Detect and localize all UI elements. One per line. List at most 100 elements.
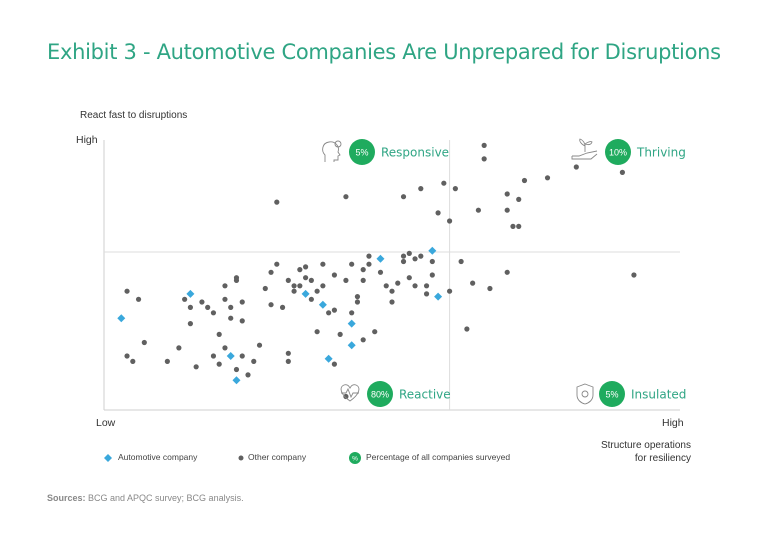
other-company-point: [210, 310, 217, 316]
x-axis-label: Structure operations for resiliency: [541, 439, 691, 465]
other-company-point: [303, 275, 309, 281]
other-company-point: [412, 283, 418, 289]
other-company-point: [354, 294, 361, 300]
quadrant-name: Thriving: [636, 146, 686, 160]
other-company-point: [205, 304, 211, 310]
other-company-point: [124, 353, 130, 359]
shield-outline: [576, 383, 594, 405]
other-company-point: [308, 296, 314, 302]
other-company-point: [314, 288, 320, 294]
automotive-company-point: [117, 314, 126, 323]
plant-shape: [579, 138, 593, 152]
other-company-point: [124, 288, 130, 294]
heart-outline: [340, 384, 360, 402]
head-outline: [322, 141, 341, 162]
other-company-point: [141, 339, 147, 346]
other-company-point: [504, 207, 510, 213]
other-company-point: [210, 353, 217, 359]
chart-axes: [103, 140, 680, 411]
other-company-point: [331, 307, 337, 313]
shield-gear-icon: [576, 383, 594, 405]
other-company-point: [274, 199, 280, 205]
legend-label-automotive: Automotive company: [118, 452, 198, 462]
other-company-point: [239, 318, 245, 324]
legend-markers: %: [104, 452, 361, 464]
other-company-point: [291, 283, 297, 289]
other-company-point: [199, 299, 205, 305]
y-tick-high: High: [76, 134, 98, 146]
other-company-point: [326, 310, 332, 316]
legend-diamond-marker: [104, 454, 112, 462]
legend-dot-marker: [238, 455, 244, 461]
quadrant-insulated: 5% Insulated: [576, 381, 686, 407]
automotive-company-point: [347, 341, 356, 350]
other-company-point: [262, 285, 268, 292]
other-company-point: [320, 261, 326, 267]
other-company-point: [251, 358, 257, 364]
other-company-point: [343, 393, 349, 400]
other-company-point: [619, 169, 626, 175]
other-company-point: [349, 310, 355, 316]
automotive-company-point: [232, 376, 241, 385]
percent-badge: [599, 381, 625, 407]
automotive-company-point: [301, 289, 310, 298]
other-company-point: [360, 267, 366, 273]
other-company-point: [470, 280, 476, 286]
percent-badge-text: 5%: [355, 148, 368, 158]
other-company-point: [516, 223, 522, 229]
other-company-point: [441, 180, 447, 186]
legend-badge-marker: [349, 452, 361, 464]
other-company-point: [395, 280, 401, 286]
y-axis-label: React fast to disruptions: [80, 110, 188, 121]
gear-shape: [334, 140, 342, 148]
other-company-point: [320, 283, 326, 289]
other-company-point: [303, 264, 309, 270]
percent-badge-text: 5%: [605, 390, 618, 400]
other-company-point: [377, 269, 384, 275]
other-company-point: [245, 372, 251, 378]
other-company-point: [475, 207, 481, 213]
other-company-point: [464, 326, 470, 332]
other-company-point: [216, 361, 222, 367]
legend-badge-glyph: %: [352, 456, 358, 463]
other-company-point: [521, 177, 528, 184]
other-company-point: [222, 345, 228, 351]
other-company-point: [314, 329, 320, 335]
other-company-point: [187, 304, 193, 310]
other-company-point: [222, 296, 228, 302]
other-company-point: [516, 196, 522, 202]
quadrant-name: Responsive: [381, 146, 449, 160]
hand-plant-icon: [571, 138, 598, 160]
other-company-point: [354, 299, 361, 305]
other-company-point: [544, 175, 551, 181]
other-company-point: [366, 261, 372, 267]
other-company-point: [418, 253, 424, 259]
x-axis-label-line1: Structure operations: [600, 440, 691, 451]
chart-points: [117, 142, 637, 400]
percent-badge-text: 10%: [609, 148, 627, 158]
other-company-point: [447, 288, 453, 294]
other-company-point: [331, 361, 337, 367]
other-company-point: [222, 283, 228, 289]
other-company-point: [406, 250, 412, 256]
other-company-point: [187, 321, 193, 327]
other-company-point: [366, 253, 372, 259]
quadrant-name: Insulated: [631, 388, 686, 402]
other-company-point: [400, 258, 407, 265]
chart-title: Exhibit 3 - Automotive Companies Are Unp…: [47, 40, 721, 64]
source-label: Sources:: [47, 493, 86, 503]
other-company-point: [285, 277, 291, 283]
source-note: Sources: BCG and APQC survey; BCG analys…: [47, 493, 244, 503]
other-company-point: [176, 345, 182, 351]
other-company-point: [193, 364, 199, 370]
other-company-point: [291, 288, 297, 294]
other-company-point: [285, 350, 291, 356]
other-company-point: [256, 342, 263, 348]
other-company-point: [279, 304, 286, 310]
legend-label-other: Other company: [248, 452, 307, 462]
automotive-company-point: [324, 354, 333, 363]
x-axis-label-line2: for resiliency: [634, 453, 691, 464]
other-company-point: [308, 277, 314, 283]
other-company-point: [239, 299, 245, 305]
other-company-point: [343, 194, 349, 200]
